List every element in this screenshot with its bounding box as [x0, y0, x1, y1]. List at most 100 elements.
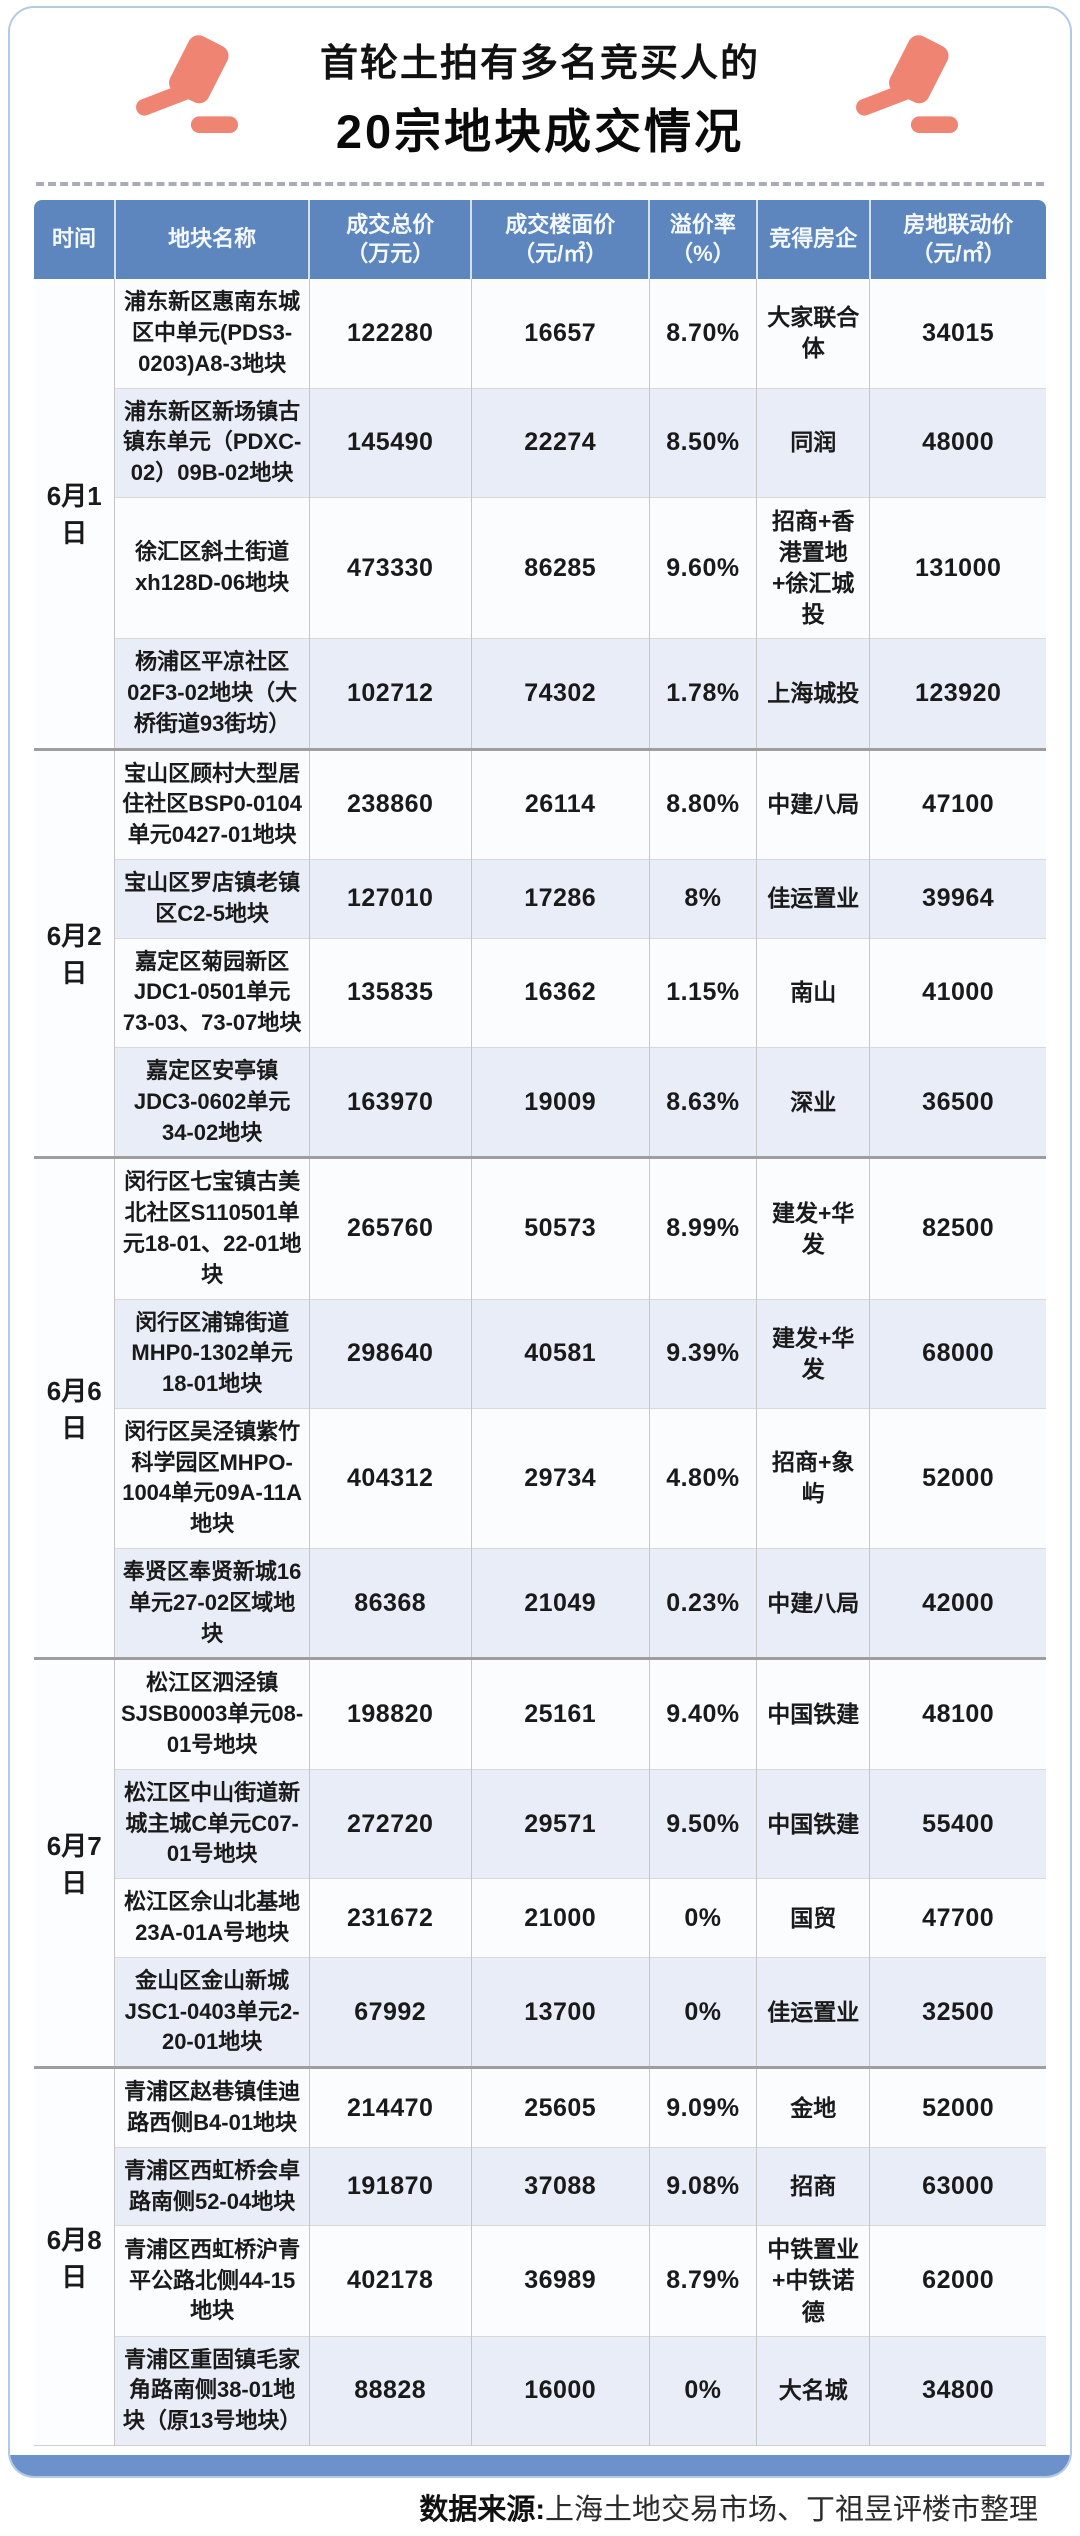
- table-row: 宝山区罗店镇老镇区C2-5地块 127010 17286 8% 佳运置业 39964: [34, 858, 1046, 939]
- cell-floor-price: 50573: [470, 1156, 650, 1299]
- cell-premium-rate: 4.80%: [648, 1407, 757, 1549]
- cell-total-price: 298640: [308, 1298, 472, 1409]
- header-total-price: 成交总价 （万元）: [308, 200, 472, 280]
- land-auction-card: 首轮土拍有多名竞买人的 20宗地块成交情况: [8, 6, 1072, 2478]
- cell-total-price: 163970: [308, 1046, 472, 1158]
- data-source-text: 上海土地交易市场、丁祖昱评楼市整理: [544, 2493, 1038, 2526]
- cell-plot-name: 杨浦区平凉社区02F3-02地块（大桥街道93街坊）: [114, 638, 310, 750]
- cell-developer: 招商: [756, 2146, 870, 2226]
- cell-plot-name: 宝山区罗店镇老镇区C2-5地块: [114, 858, 310, 939]
- cell-premium-rate: 8.70%: [648, 279, 757, 389]
- cell-total-price: 231672: [308, 1878, 472, 1958]
- cell-plot-name: 浦东新区新场镇古镇东单元（PDXC-02）09B-02地块: [114, 387, 310, 498]
- table-row: 闵行区浦锦街道MHP0-1302单元18-01地块 298640 40581 9.39…: [34, 1298, 1046, 1409]
- header-plot-name: 地块名称: [113, 200, 310, 280]
- table-row: 6月7日 松江区泗泾镇SJSB0003单元08-01号地块 198820 25161 9…: [34, 1657, 1046, 2068]
- cell-plot-name: 松江区佘山北基地23A-01A号地块: [114, 1878, 310, 1958]
- cell-premium-rate: 8.79%: [648, 2225, 757, 2337]
- cell-plot-name: 青浦区赵巷镇佳迪路西侧B4-01地块: [114, 2066, 310, 2148]
- cell-floor-price: 25605: [470, 2066, 650, 2148]
- cell-premium-rate: 0%: [648, 1878, 757, 1958]
- table-row: 松江区佘山北基地23A-01A号地块 231672 21000 0% 国贸 47700: [34, 1878, 1046, 1958]
- cell-floor-price: 37088: [470, 2146, 650, 2226]
- cell-developer: 上海城投: [756, 638, 870, 750]
- cell-developer: 大名城: [756, 2335, 870, 2446]
- cell-developer: 佳运置业: [756, 858, 870, 939]
- cell-linkage-price: 42000: [869, 1548, 1046, 1659]
- bottom-bar: [10, 2454, 1070, 2476]
- cell-floor-price: 21000: [470, 1878, 650, 1958]
- cell-linkage-price: 82500: [869, 1156, 1046, 1299]
- header-linkage-price: 房地联动价 （元/㎡）: [868, 200, 1046, 280]
- cell-floor-price: 29734: [470, 1407, 650, 1549]
- cell-premium-rate: 9.60%: [648, 496, 757, 639]
- table-wrap: 时间 地块名称 成交总价 （万元） 成交楼面价 （元/㎡） 溢价率 （%） 竞得房企 …: [10, 186, 1070, 2446]
- cell-date: 6月7日: [34, 1657, 115, 2068]
- cell-plot-name: 宝山区顾村大型居住社区BSP0-0104单元0427-01地块: [114, 747, 310, 860]
- dashed-divider: [36, 182, 1044, 186]
- cell-plot-name: 嘉定区安亭镇JDC3-0602单元34-02地块: [114, 1046, 310, 1158]
- cell-premium-rate: 9.50%: [648, 1768, 757, 1879]
- cell-plot-name: 青浦区西虹桥会卓路南侧52-04地块: [114, 2146, 310, 2226]
- cell-premium-rate: 9.08%: [648, 2146, 757, 2226]
- cell-floor-price: 21049: [470, 1548, 650, 1659]
- cell-linkage-price: 47700: [869, 1878, 1046, 1958]
- cell-total-price: 265760: [308, 1156, 472, 1299]
- cell-plot-name: 闵行区吴泾镇紫竹科学园区MHPO-1004单元09A-11A地块: [114, 1407, 310, 1549]
- table-row: 奉贤区奉贤新城16单元27-02区域地块 86368 21049 0.23% 中建八局 4…: [34, 1548, 1046, 1659]
- cell-date: 6月1日: [34, 279, 115, 750]
- cell-linkage-price: 36500: [869, 1046, 1046, 1158]
- cell-plot-name: 嘉定区菊园新区JDC1-0501单元73-03、73-07地块: [114, 937, 310, 1048]
- cell-linkage-price: 55400: [869, 1768, 1046, 1879]
- table-header: 时间 地块名称 成交总价 （万元） 成交楼面价 （元/㎡） 溢价率 （%） 竞得房企 …: [34, 200, 1046, 280]
- cell-total-price: 191870: [308, 2146, 472, 2226]
- cell-floor-price: 22274: [470, 387, 650, 498]
- cell-linkage-price: 52000: [869, 1407, 1046, 1549]
- table-row: 6月8日 青浦区赵巷镇佳迪路西侧B4-01地块 214470 25605 9.09% 金地…: [34, 2066, 1046, 2446]
- cell-premium-rate: 9.39%: [648, 1298, 757, 1409]
- page-title-line2: 20宗地块成交情况: [335, 105, 745, 158]
- cell-plot-name: 奉贤区奉贤新城16单元27-02区域地块: [114, 1548, 310, 1659]
- table-row: 青浦区西虹桥沪青平公路北侧44-15地块 402178 36989 8.79% 中铁置业…: [34, 2225, 1046, 2337]
- table-row: 6月2日 宝山区顾村大型居住社区BSP0-0104单元0427-01地块 23886…: [34, 747, 1046, 1158]
- cell-total-price: 272720: [308, 1768, 472, 1879]
- table-row: 浦东新区新场镇古镇东单元（PDXC-02）09B-02地块 145490 22274…: [34, 387, 1046, 498]
- cell-floor-price: 19009: [470, 1046, 650, 1158]
- table-row: 6月1日 浦东新区惠南东城区中单元(PDS3-0203)A8-3地块 122280 1…: [34, 279, 1046, 750]
- header-premium-rate: 溢价率 （%）: [648, 200, 757, 280]
- cell-developer: 国贸: [756, 1878, 870, 1958]
- cell-floor-price: 17286: [470, 858, 650, 939]
- cell-total-price: 127010: [308, 858, 472, 939]
- cell-plot-name: 金山区金山新城JSC1-0403单元2-20-01地块: [114, 1956, 310, 2068]
- page-title-line1: 首轮土拍有多名竞买人的: [319, 43, 760, 85]
- table-row: 松江区中山街道新城主城C单元C07-01号地块 272720 29571 9.50% 中…: [34, 1768, 1046, 1879]
- cell-floor-price: 13700: [470, 1956, 650, 2068]
- cell-plot-name: 闵行区七宝镇古美北社区S110501单元18-01、22-01地块: [114, 1156, 310, 1299]
- cell-developer: 大家联合体: [756, 279, 870, 389]
- cell-developer: 中建八局: [756, 1548, 870, 1659]
- cell-plot-name: 青浦区西虹桥沪青平公路北侧44-15地块: [114, 2225, 310, 2337]
- cell-linkage-price: 39964: [869, 858, 1046, 939]
- cell-floor-price: 26114: [470, 747, 650, 860]
- cell-floor-price: 29571: [470, 1768, 650, 1879]
- cell-total-price: 86368: [308, 1548, 472, 1659]
- gavel-icon: [856, 35, 959, 134]
- cell-total-price: 122280: [308, 279, 472, 389]
- cell-date: 6月2日: [34, 747, 115, 1158]
- header-floor-price: 成交楼面价 （元/㎡）: [470, 200, 650, 280]
- cell-developer: 中建八局: [756, 747, 870, 860]
- cell-date: 6月8日: [34, 2066, 115, 2446]
- cell-developer: 招商+香港置地+徐汇城投: [756, 496, 870, 639]
- cell-premium-rate: 9.40%: [648, 1657, 757, 1770]
- table-row: 青浦区西虹桥会卓路南侧52-04地块 191870 37088 9.08% 招商 6300…: [34, 2146, 1046, 2226]
- cell-floor-price: 25161: [470, 1657, 650, 1770]
- table-row: 杨浦区平凉社区02F3-02地块（大桥街道93街坊） 102712 74302 1.7…: [34, 638, 1046, 750]
- cell-developer: 中国铁建: [756, 1657, 870, 1770]
- cell-premium-rate: 0%: [648, 1956, 757, 2068]
- cell-premium-rate: 8.80%: [648, 747, 757, 860]
- data-source-line: 数据来源: 上海土地交易市场、丁祖昱评楼市整理: [8, 2478, 1072, 2536]
- cell-developer: 招商+象屿: [756, 1407, 870, 1549]
- cell-total-price: 238860: [308, 747, 472, 860]
- cell-total-price: 214470: [308, 2066, 472, 2148]
